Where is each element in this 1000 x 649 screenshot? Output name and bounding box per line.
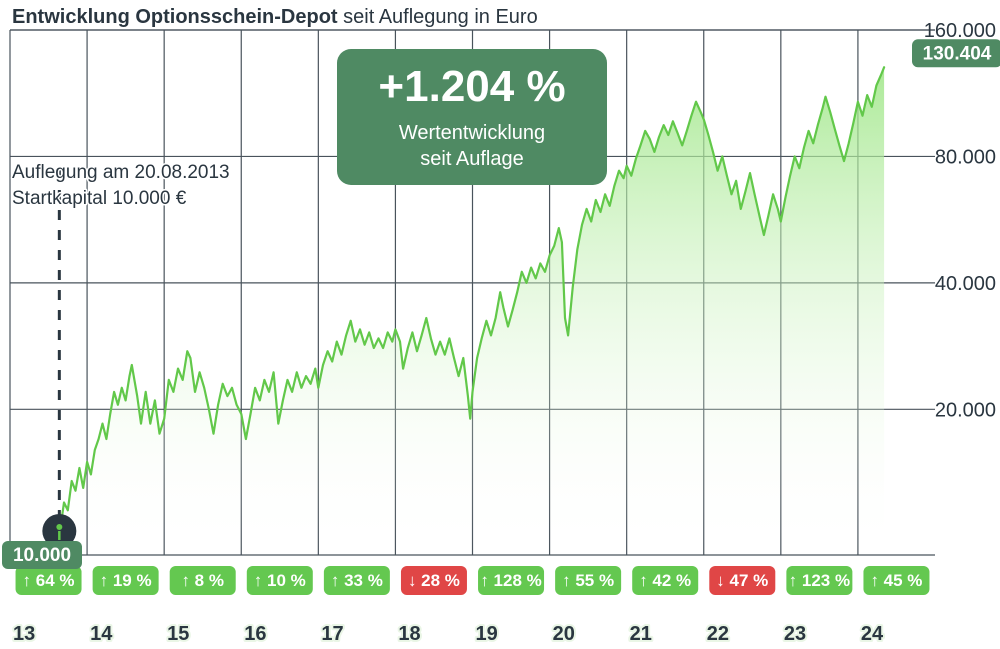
x-tick-label: 18 [398,623,420,645]
chart-svg: 20.000 40.000 80.000 160.000 13 14 15 16 17 18 19 2… [0,0,1000,649]
x-tick-label: 23 [784,623,806,645]
yearly-return-label: ↑ 10 % [254,571,306,590]
yearly-return-label: ↓ 28 % [408,571,460,590]
chart-title: Entwicklung Optionsschein-Depot seit Auf… [12,6,538,28]
x-tick-label: 17 [321,623,343,645]
start-capital-label: Startkapital 10.000 € [12,188,187,209]
yearly-return-label: ↓ 47 % [716,571,768,590]
end-value-label: 130.404 [923,43,992,64]
y-tick-label: 20.000 [935,399,996,421]
y-tick-label: 80.000 [935,146,996,168]
x-tick-label: 21 [630,623,652,645]
x-tick-label: 20 [553,623,575,645]
inception-date-label: Auflegung am 20.08.2013 [12,162,230,183]
inception-marker-dot [56,524,62,530]
yearly-return-label: ↑ 55 % [562,571,614,590]
yearly-return-label: ↑ 33 % [331,571,383,590]
y-tick-label: 160.000 [924,20,996,42]
x-tick-label: 15 [167,623,189,645]
yearly-return-label: ↑ 123 % [789,571,850,590]
x-tick-label: 19 [476,623,498,645]
x-tick-label: 24 [861,623,884,645]
y-tick-label: 40.000 [935,273,996,295]
performance-callout-value: +1.204 % [378,62,565,111]
x-tick-label: 22 [707,623,729,645]
yearly-return-label: ↑ 8 % [181,571,224,590]
yearly-return-label: ↑ 42 % [639,571,691,590]
performance-callout-sub2: seit Auflage [420,148,523,170]
x-tick-label: 13 [13,623,35,645]
yearly-return-label: ↑ 64 % [23,571,75,590]
yearly-return-label: ↑ 45 % [870,571,922,590]
depot-performance-chart: { "chart": { "type": "area", "width_px":… [0,0,1000,649]
yearly-return-label: ↑ 19 % [100,571,152,590]
x-tick-label: 14 [90,623,113,645]
x-tick-label: 16 [244,623,266,645]
start-value-label: 10.000 [13,545,71,566]
yearly-return-label: ↑ 128 % [480,571,541,590]
performance-callout-sub1: Wertentwicklung [399,122,545,144]
